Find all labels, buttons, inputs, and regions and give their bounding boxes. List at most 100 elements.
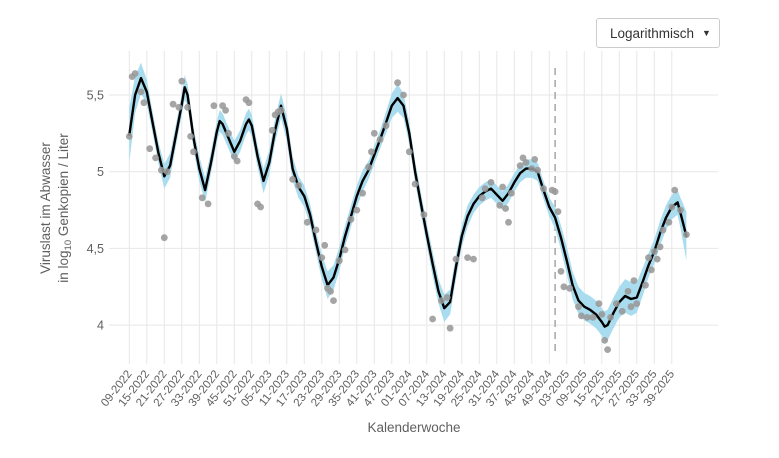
scatter-point [295, 182, 302, 189]
scatter-point [650, 248, 658, 255]
scatter-point [653, 255, 661, 263]
scatter-point [683, 231, 690, 239]
scatter-point [624, 288, 632, 295]
scatter-point [327, 288, 334, 295]
scatter-point [464, 254, 471, 261]
scatter-point [516, 162, 524, 170]
scatter-point [598, 311, 606, 318]
scatter-point [158, 166, 165, 174]
scatter-point [566, 284, 574, 292]
scatter-point [190, 148, 197, 156]
scatter-point [187, 133, 195, 140]
scatter-point [169, 100, 177, 108]
scatter-point [303, 218, 311, 226]
scatter-point [478, 194, 486, 202]
scatter-point [671, 186, 679, 194]
trend-line [128, 76, 688, 328]
scatter-point [146, 145, 154, 153]
y-axis-title-line1: Viruslast im Abwasser [38, 142, 53, 274]
scatter-point [198, 194, 206, 202]
scatter-point [382, 122, 390, 130]
scatter-point [376, 136, 384, 143]
scatter-point [645, 254, 652, 261]
scatter-point [665, 218, 673, 226]
scatter-point [534, 166, 541, 174]
y-tick-label: 5 [97, 165, 104, 179]
scatter-point [178, 77, 186, 85]
scatter-point [487, 179, 495, 186]
scatter-point [438, 297, 445, 304]
scatter-point [318, 254, 326, 261]
scatter-point [604, 346, 611, 353]
y-axis-title-line2: in log10 Genkopien / Liter [56, 133, 74, 283]
scatter-point [659, 226, 667, 234]
scatter-point [502, 205, 509, 212]
scatter-point [411, 180, 419, 188]
scatter-point [405, 148, 413, 156]
scatter-point [152, 154, 160, 162]
scatter-point [330, 297, 337, 304]
scatter-point [163, 168, 171, 176]
x-axis-title: Kalenderwoche [367, 420, 460, 435]
scatter-point [528, 165, 536, 173]
scatter-point [370, 129, 378, 137]
scatter-point [277, 106, 285, 114]
scatter-point [335, 257, 343, 265]
chevron-down-icon: ▼ [702, 28, 711, 38]
scatter-point [225, 129, 232, 137]
scatter-point [204, 200, 212, 208]
scale-select[interactable]: Logarithmisch ▼ [596, 18, 720, 48]
scatter-point [656, 243, 664, 251]
scatter-point [394, 79, 401, 87]
y-tick-label: 4,5 [87, 242, 104, 256]
scatter-point [481, 185, 489, 193]
scatter-point [210, 102, 218, 110]
scatter-point [140, 99, 148, 107]
scatter-point [551, 188, 559, 196]
scatter-point [499, 183, 506, 191]
scatter-point [522, 159, 530, 166]
scatter-point [677, 206, 684, 214]
scatter-point [648, 266, 655, 274]
scatter-point [531, 156, 539, 163]
scatter-point [347, 215, 355, 223]
scatter-point [505, 218, 512, 226]
scatter-point [601, 337, 609, 344]
scatter-point [583, 314, 591, 321]
scatter-point [420, 211, 428, 219]
y-tick-label: 5,5 [87, 89, 104, 103]
scatter-point [642, 281, 649, 289]
scatter-point [618, 307, 626, 315]
scatter-point [575, 303, 582, 311]
scatter-point [368, 148, 375, 156]
scatter-point [137, 88, 145, 96]
scatter-point [560, 283, 568, 291]
scatter-point [554, 208, 562, 216]
scatter-point [508, 189, 515, 197]
scatter-point [125, 133, 133, 140]
scatter-point [496, 202, 504, 209]
y-tick-label: 4 [97, 319, 104, 333]
scatter-point [446, 324, 454, 332]
scatter-point [578, 312, 585, 320]
scatter-point [222, 106, 230, 114]
scatter-point [160, 234, 168, 242]
scatter-point [245, 99, 253, 107]
scatter-point [268, 126, 276, 134]
scatter-point [627, 303, 635, 311]
scatter-point [257, 203, 264, 211]
scatter-point [443, 294, 451, 301]
scatter-point [131, 70, 139, 77]
scatter-point [359, 189, 366, 197]
scatter-point [607, 314, 614, 321]
scatter-point [175, 103, 183, 111]
scatter-point [233, 157, 241, 165]
scatter-point [429, 315, 436, 323]
scatter-point [400, 91, 407, 99]
scatter-point [184, 103, 192, 111]
scatter-point [613, 300, 620, 307]
scatter-point [633, 300, 641, 307]
scatter-point [452, 255, 460, 263]
